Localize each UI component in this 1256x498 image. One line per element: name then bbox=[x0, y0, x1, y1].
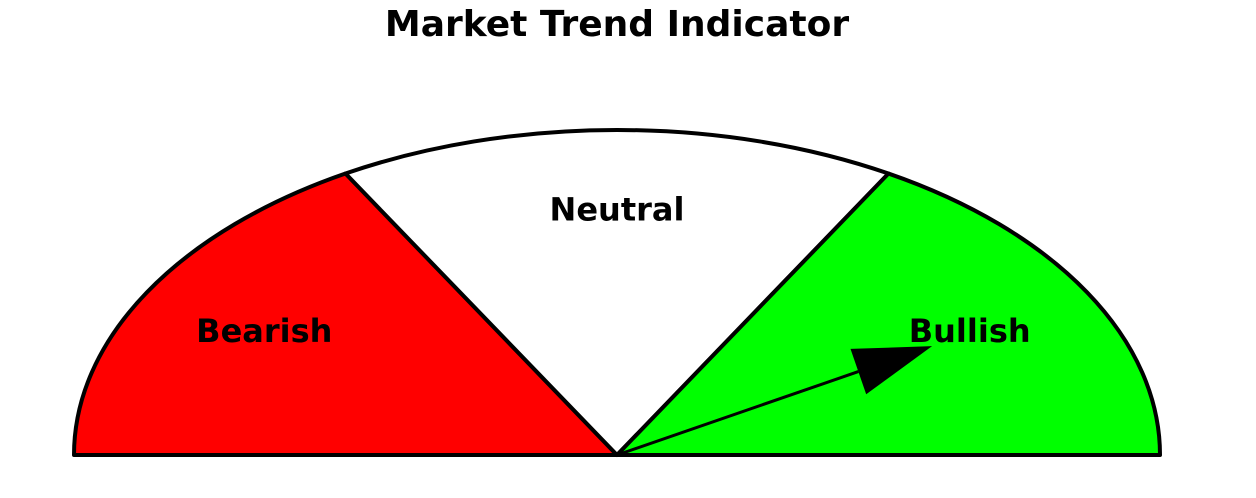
chart-title: Market Trend Indicator bbox=[385, 4, 849, 45]
zone-bullish bbox=[615, 171, 1162, 457]
zone-bearish bbox=[72, 171, 619, 457]
zone-label-bearish: Bearish bbox=[196, 312, 332, 350]
zone-label-bullish: Bullish bbox=[909, 312, 1031, 350]
zone-label-neutral: Neutral bbox=[550, 190, 685, 228]
zone-neutral bbox=[343, 128, 891, 457]
pointer-shaft bbox=[616, 370, 859, 457]
pointer-arrowhead bbox=[850, 346, 933, 395]
